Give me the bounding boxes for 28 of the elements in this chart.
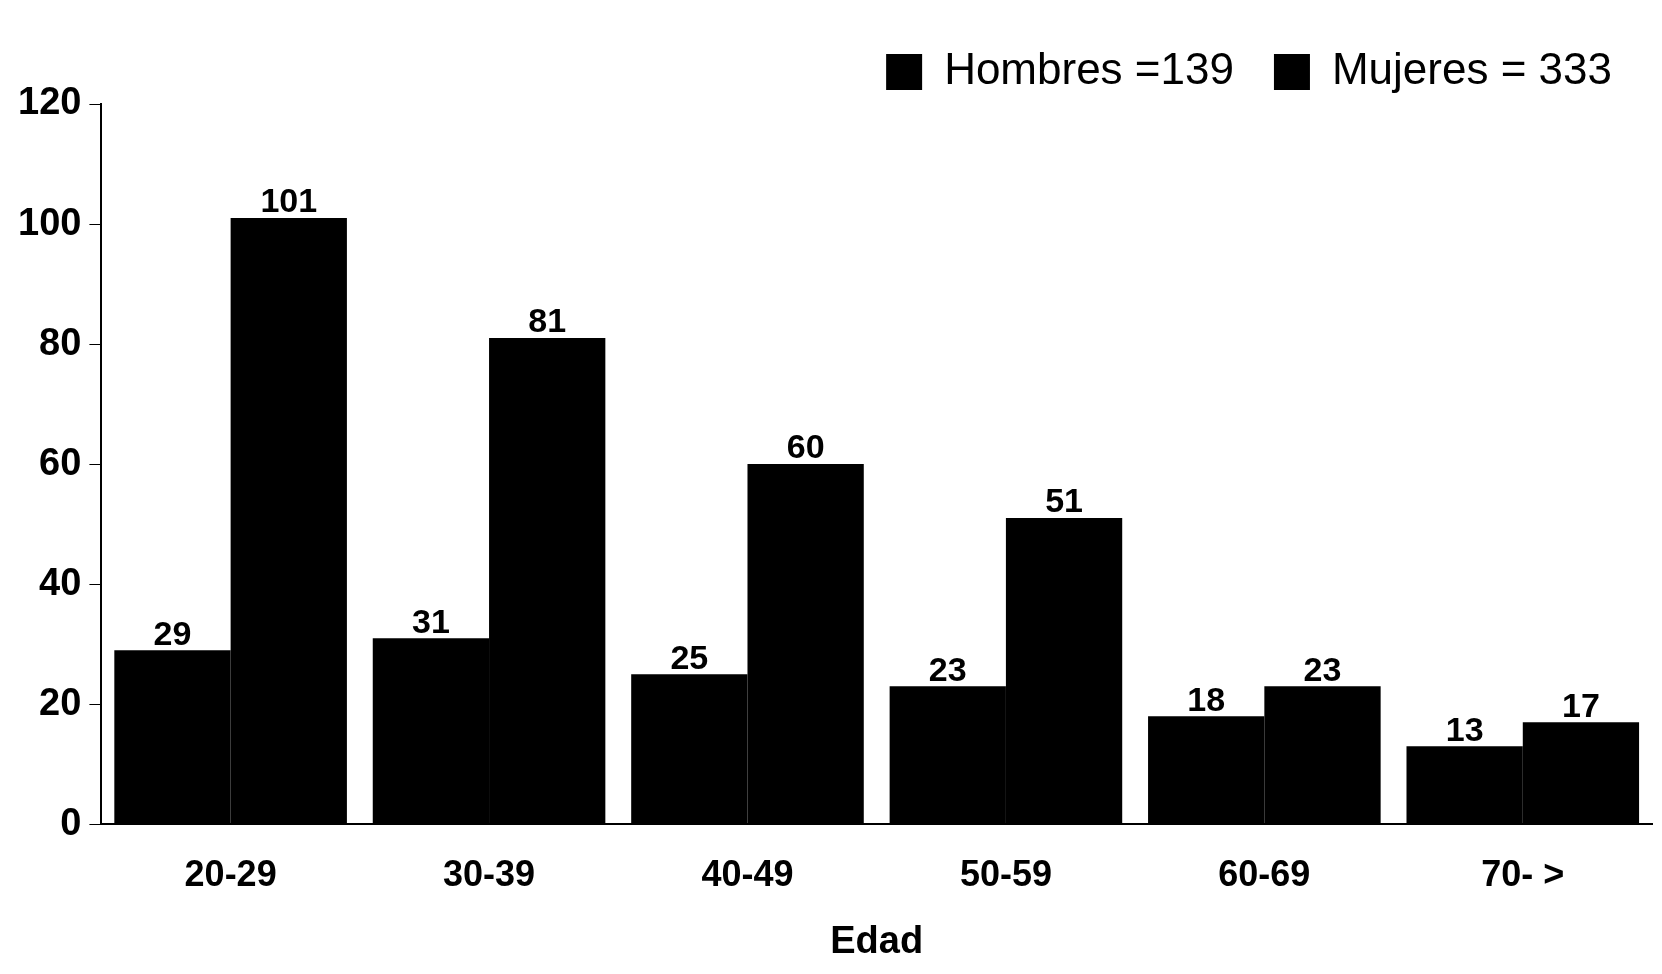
x-tick-label: 60-69 [1218, 852, 1311, 894]
data-label: 25 [670, 637, 709, 676]
y-tick-label: 40 [39, 560, 82, 603]
y-tick-label: 80 [39, 320, 82, 363]
x-tick-label: 20-29 [184, 852, 277, 894]
x-tick-label: 30-39 [443, 852, 536, 894]
y-tick-label: 20 [39, 680, 82, 723]
x-tick-label: 70- > [1481, 852, 1565, 894]
x-tick-label: 50-59 [959, 852, 1052, 894]
data-label: 13 [1445, 709, 1484, 748]
x-axis-title: Edad [830, 918, 924, 961]
data-label: 23 [1303, 649, 1342, 688]
data-label: 81 [528, 301, 567, 340]
y-tick-label: 0 [60, 800, 82, 843]
y-tick-label: 60 [39, 440, 82, 483]
y-tick-label: 100 [18, 200, 82, 243]
data-label: 31 [411, 601, 450, 640]
data-label: 60 [786, 427, 825, 466]
y-tick-label: 120 [18, 80, 82, 123]
data-label: 51 [1045, 481, 1083, 520]
data-label: 17 [1562, 685, 1600, 724]
data-label: 23 [928, 649, 967, 688]
legend-label: Mujeres = 333 [1331, 44, 1613, 94]
legend-label: Hombres =139 [944, 44, 1234, 94]
data-label: 29 [153, 613, 192, 652]
data-label: 18 [1187, 679, 1226, 718]
data-label: 101 [260, 181, 318, 220]
x-tick-label: 40-49 [701, 852, 794, 894]
